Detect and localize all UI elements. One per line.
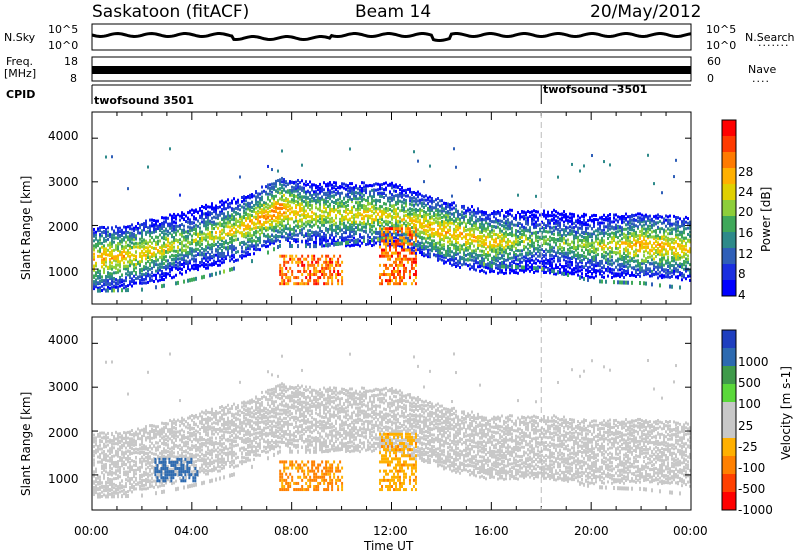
power-cbar-swatch-6 (722, 216, 736, 233)
velocity-cbar-swatch-7 (722, 456, 736, 475)
power-cbar-tick-24: 24 (738, 185, 754, 199)
power-cbar-swatch-4 (722, 184, 736, 201)
nave-tick-top: 60 (707, 55, 721, 68)
vel-cbar-tick-100: 100 (738, 397, 761, 411)
velocity-cbar-swatch-5 (722, 420, 736, 439)
velocity-cbar-swatch-2 (722, 366, 736, 385)
freq-tick-bottom: 8 (70, 72, 77, 85)
velocity-ylabel: Slant Range [km] (19, 391, 33, 496)
freq-trace (92, 66, 691, 74)
power-cbar-swatch-5 (722, 200, 736, 217)
vel-cbar-tick--500: -500 (738, 482, 766, 496)
velocity-cbar-swatch-9 (722, 492, 736, 511)
velocity-heatmap (93, 352, 691, 499)
xtick-3: 12:00 (373, 524, 408, 538)
xtick-1: 04:00 (174, 524, 209, 538)
power-cbar-swatch-7 (722, 232, 736, 249)
power-cbar-label: Power [dB] (759, 186, 773, 252)
vel-cbar-tick--1000: -1000 (738, 503, 773, 517)
vel-ytick-3000: 3000 (48, 380, 79, 394)
power-cbar-tick-8: 8 (738, 267, 746, 281)
nsky-tick-top: 10^5 (48, 23, 79, 36)
power-cbar-swatch-8 (722, 248, 736, 265)
vel-ytick-4000: 4000 (48, 333, 79, 347)
date-title: 20/May/2012 (590, 2, 702, 22)
nsky-panel-frame (91, 23, 692, 51)
power-cbar-tick-16: 16 (738, 226, 754, 240)
power-cbar-tick-12: 12 (738, 247, 754, 261)
nsearch-label: N.Search (745, 31, 795, 44)
freq-tick-top: 18 (64, 55, 78, 68)
cpid-mode-1: twofsound 3501 (94, 94, 194, 107)
xtick-6: 00:00 (673, 524, 708, 538)
xtick-0: 00:00 (74, 524, 109, 538)
freq-label-1: Freq. (6, 55, 34, 68)
power-cbar-tick-20: 20 (738, 205, 754, 219)
power-cbar-tick-4: 4 (738, 288, 746, 302)
power-cbar-swatch-10 (722, 280, 736, 297)
xaxis-label: Time UT (364, 539, 414, 553)
velocity-cbar-swatch-8 (722, 474, 736, 493)
cpid-mode-2: twofsound -3501 (543, 83, 648, 96)
velocity-cbar-swatch-0 (722, 330, 736, 349)
power-cbar-swatch-0 (722, 120, 736, 137)
power-cbar-swatch-1 (722, 136, 736, 153)
station-title: Saskatoon (fitACF) (92, 2, 250, 22)
xtick-4: 16:00 (474, 524, 509, 538)
cpid-label: CPID (6, 88, 36, 101)
nave-tick-bottom: 0 (707, 72, 714, 85)
vel-cbar-tick-1000: 1000 (738, 355, 769, 369)
vel-cbar-tick-500: 500 (738, 376, 761, 390)
velocity-cbar-swatch-3 (722, 384, 736, 403)
power-heatmap (93, 147, 691, 293)
nave-dots: ···· (752, 75, 770, 88)
nsky-tick-bottom: 10^0 (48, 39, 79, 52)
nsearch-tick-bottom: 10^0 (706, 39, 737, 52)
nave-label: Nave (748, 63, 777, 76)
velocity-cbar-label: Velocity [m s-1] (779, 366, 793, 460)
power-ytick-3000: 3000 (48, 175, 79, 189)
power-cbar-tick-28: 28 (738, 165, 754, 179)
velocity-cbar-swatch-6 (722, 438, 736, 457)
vel-cbar-tick--25: -25 (738, 440, 758, 454)
power-cbar-swatch-9 (722, 264, 736, 281)
nsky-trace (91, 31, 692, 43)
power-ytick-1000: 1000 (48, 265, 79, 279)
nsearch-tick-top: 10^5 (706, 23, 737, 36)
power-ytick-2000: 2000 (48, 220, 79, 234)
vel-ytick-2000: 2000 (48, 426, 79, 440)
velocity-cbar-frame (721, 329, 737, 511)
nsearch-dots: ······· (758, 39, 790, 52)
power-cbar-swatch-2 (722, 152, 736, 169)
xtick-5: 20:00 (574, 524, 609, 538)
velocity-cbar-swatch-4 (722, 402, 736, 421)
velocity-cbar-swatch-1 (722, 348, 736, 367)
vel-ytick-1000: 1000 (48, 472, 79, 486)
xtick-2: 08:00 (274, 524, 309, 538)
power-ylabel: Slant Range [km] (19, 175, 33, 280)
freq-label-2: [MHz] (4, 67, 37, 80)
beam-title: Beam 14 (355, 2, 432, 22)
power-cbar-swatch-3 (722, 168, 736, 185)
vel-cbar-tick--100: -100 (738, 461, 766, 475)
power-ytick-4000: 4000 (48, 129, 79, 143)
power-cbar-frame (721, 119, 737, 297)
vel-cbar-tick-25: 25 (738, 419, 754, 433)
nsky-label: N.Sky (4, 31, 36, 44)
